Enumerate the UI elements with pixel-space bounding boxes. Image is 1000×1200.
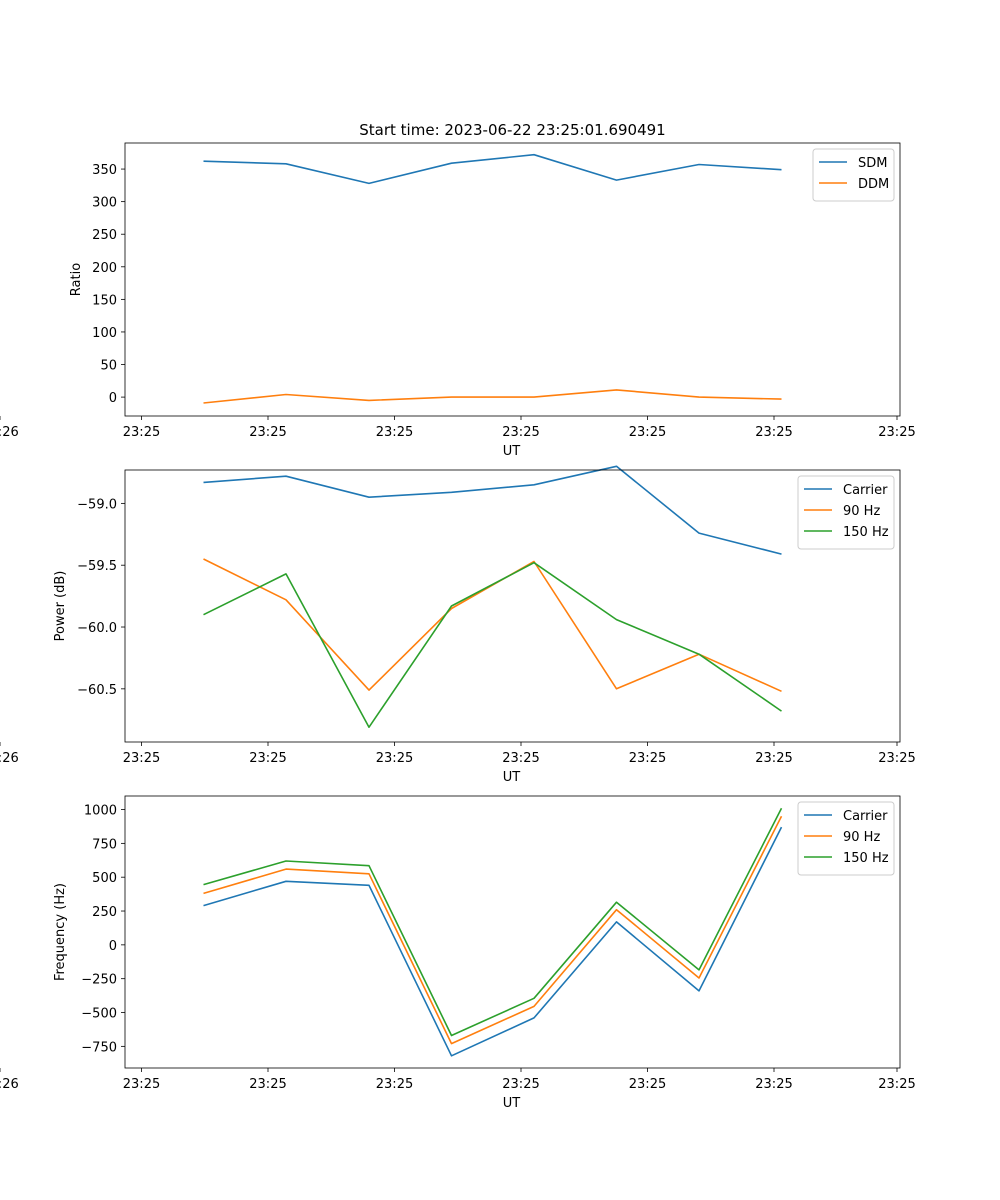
chart-title: Start time: 2023-06-22 23:25:01.690491 bbox=[359, 121, 665, 139]
legend: Carrier 90 Hz 150 Hz bbox=[797, 801, 895, 876]
y-tick-label: −60.5 bbox=[77, 683, 117, 698]
x-tick-label: 23:25 bbox=[629, 751, 666, 766]
series-line-carrier bbox=[203, 465, 782, 555]
plot-frame bbox=[124, 142, 901, 417]
chart-panel-2: 23:25 23:25 23:25 23:25 23:25 23:25 23:25 23:26… bbox=[0, 465, 916, 785]
legend-label: 90 Hz bbox=[843, 504, 880, 519]
x-axis-label: UT bbox=[503, 770, 521, 785]
series-line-90-hz bbox=[203, 558, 782, 693]
y-tick-label: 300 bbox=[92, 196, 117, 211]
x-tick-label: 23:25 bbox=[249, 751, 286, 766]
y-axis-label: Power (dB) bbox=[53, 571, 68, 642]
plot-frame bbox=[124, 469, 901, 743]
plot-frame bbox=[124, 795, 901, 1069]
series-line-90-hz bbox=[203, 815, 783, 1045]
legend-label: 150 Hz bbox=[843, 851, 889, 866]
x-tick-label: 23:25 bbox=[629, 425, 666, 440]
x-tick-label: 23:25 bbox=[629, 1077, 666, 1092]
y-tick-label: 350 bbox=[92, 163, 117, 178]
y-tick-label: −500 bbox=[81, 1007, 117, 1022]
y-tick-label: 150 bbox=[92, 293, 117, 308]
x-tick-label: 23:26 bbox=[0, 1077, 19, 1092]
series-line-ddm bbox=[203, 389, 782, 404]
chart-panel-3: 23:25 23:25 23:25 23:25 23:25 23:25 23:25 23:26… bbox=[0, 795, 916, 1111]
y-tick-label: 750 bbox=[92, 837, 117, 852]
x-axis-label: UT bbox=[503, 1096, 521, 1111]
y-tick-label: 100 bbox=[92, 326, 117, 341]
y-axis-label: Ratio bbox=[69, 263, 84, 296]
legend-label: 90 Hz bbox=[843, 830, 880, 845]
x-tick-label: 23:26 bbox=[0, 751, 19, 766]
y-tick-label: 200 bbox=[92, 261, 117, 276]
x-tick-label: 23:25 bbox=[249, 1077, 286, 1092]
x-tick-label: 23:25 bbox=[123, 1077, 160, 1092]
x-tick-label: 23:26 bbox=[0, 425, 19, 440]
y-tick-label: −250 bbox=[81, 973, 117, 988]
x-tick-label: 23:25 bbox=[376, 425, 413, 440]
y-tick-label: 0 bbox=[109, 939, 117, 954]
x-tick-label: 23:25 bbox=[376, 1077, 413, 1092]
x-tick-label: 23:25 bbox=[878, 425, 915, 440]
x-tick-label: 23:25 bbox=[502, 751, 539, 766]
y-tick-label: 0 bbox=[109, 391, 117, 406]
legend-label: 150 Hz bbox=[843, 525, 889, 540]
y-tick-label: 50 bbox=[100, 359, 117, 374]
legend-label: SDM bbox=[858, 156, 887, 171]
y-axis-label: Frequency (Hz) bbox=[53, 883, 68, 981]
x-tick-label: 23:25 bbox=[755, 425, 792, 440]
x-tick-label: 23:25 bbox=[502, 1077, 539, 1092]
x-tick-label: 23:25 bbox=[755, 1077, 792, 1092]
series-line-carrier bbox=[203, 826, 783, 1057]
legend: Carrier 90 Hz 150 Hz bbox=[797, 475, 895, 550]
x-tick-label: 23:25 bbox=[878, 751, 915, 766]
y-tick-label: −750 bbox=[81, 1040, 117, 1055]
legend: SDM DDM bbox=[812, 148, 895, 202]
x-tick-label: 23:25 bbox=[123, 751, 160, 766]
y-tick-label: 1000 bbox=[84, 804, 117, 819]
legend-label: DDM bbox=[858, 177, 889, 192]
x-tick-label: 23:25 bbox=[878, 1077, 915, 1092]
y-tick-label: 500 bbox=[92, 871, 117, 886]
x-tick-label: 23:25 bbox=[376, 751, 413, 766]
legend-label: Carrier bbox=[843, 809, 888, 824]
x-tick-label: 23:25 bbox=[755, 751, 792, 766]
y-tick-label: −60.0 bbox=[77, 621, 117, 636]
x-tick-label: 23:25 bbox=[502, 425, 539, 440]
chart-panel-1: Start time: 2023-06-22 23:25:01.690491 23… bbox=[0, 121, 916, 459]
y-tick-label: −59.0 bbox=[77, 497, 117, 512]
y-tick-label: −59.5 bbox=[77, 559, 117, 574]
legend-label: Carrier bbox=[843, 483, 888, 498]
series-line-150-hz bbox=[203, 561, 782, 729]
y-tick-label: 250 bbox=[92, 905, 117, 920]
x-tick-label: 23:25 bbox=[249, 425, 286, 440]
series-line-sdm bbox=[203, 153, 782, 185]
y-tick-label: 250 bbox=[92, 228, 117, 243]
x-axis-label: UT bbox=[503, 444, 521, 459]
series-line-150-hz bbox=[203, 807, 783, 1037]
x-tick-label: 23:25 bbox=[123, 425, 160, 440]
